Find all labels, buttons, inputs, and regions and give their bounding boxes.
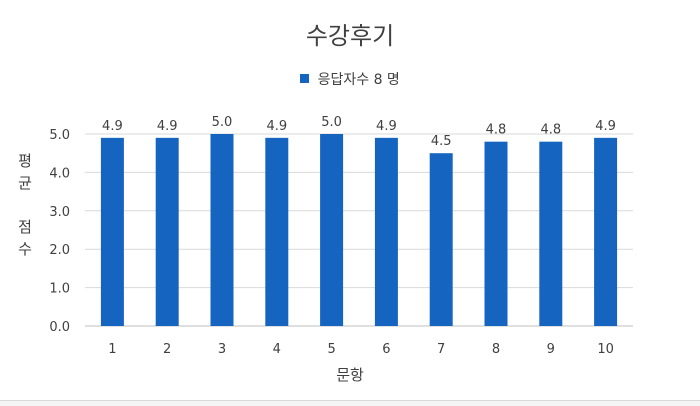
data-label: 4.8 [486,123,507,138]
bars [100,134,618,326]
y-tick-label: 3.0 [49,205,70,220]
x-tick-label: 10 [597,342,614,357]
bar [265,137,289,326]
data-label: 4.9 [157,119,178,134]
x-tick-label: 6 [382,342,390,357]
data-labels: 4.9 4.9 5.0 4.9 5.0 4.9 4.5 4.8 4.8 4.9 [102,115,616,149]
y-tick-labels: 0.0 1.0 2.0 3.0 4.0 5.0 [49,128,70,335]
bar [320,134,344,326]
data-label: 4.9 [102,119,123,134]
bar [594,137,618,326]
x-tick-labels: 1 2 3 4 5 6 7 8 9 10 [108,342,614,357]
bar [374,137,398,326]
legend: 응답자수 8 명 [0,69,700,89]
bottom-strip [0,400,700,406]
bar [539,141,563,326]
x-tick-label: 2 [163,342,171,357]
bar [484,141,508,326]
data-label: 4.9 [266,119,287,134]
bar [100,137,124,326]
bar [155,137,179,326]
x-axis-label: 문항 [336,366,364,384]
data-label: 4.8 [540,123,561,138]
y-tick-label: 5.0 [49,128,70,143]
y-tick-label: 2.0 [49,243,70,258]
data-label: 5.0 [212,115,233,130]
x-tick-label: 9 [547,342,555,357]
chart-title: 수강후기 [305,22,395,50]
y-tick-label: 1.0 [49,282,70,297]
data-label: 5.0 [321,115,342,130]
legend-swatch [300,74,310,83]
y-axis-label: 평 균 점 수 [18,152,32,258]
bar [210,134,234,326]
data-label: 4.5 [431,134,452,149]
x-tick-label: 4 [273,342,281,357]
data-label: 4.9 [595,119,616,134]
bar [429,153,453,326]
y-tick-label: 4.0 [49,166,70,181]
y-tick-label: 0.0 [49,320,70,335]
data-label: 4.9 [376,119,397,134]
x-tick-label: 1 [108,342,116,357]
x-tick-label: 5 [327,342,335,357]
x-tick-label: 3 [218,342,226,357]
x-tick-label: 7 [437,342,445,357]
x-tick-label: 8 [492,342,500,357]
legend-label: 응답자수 8 명 [317,72,400,88]
